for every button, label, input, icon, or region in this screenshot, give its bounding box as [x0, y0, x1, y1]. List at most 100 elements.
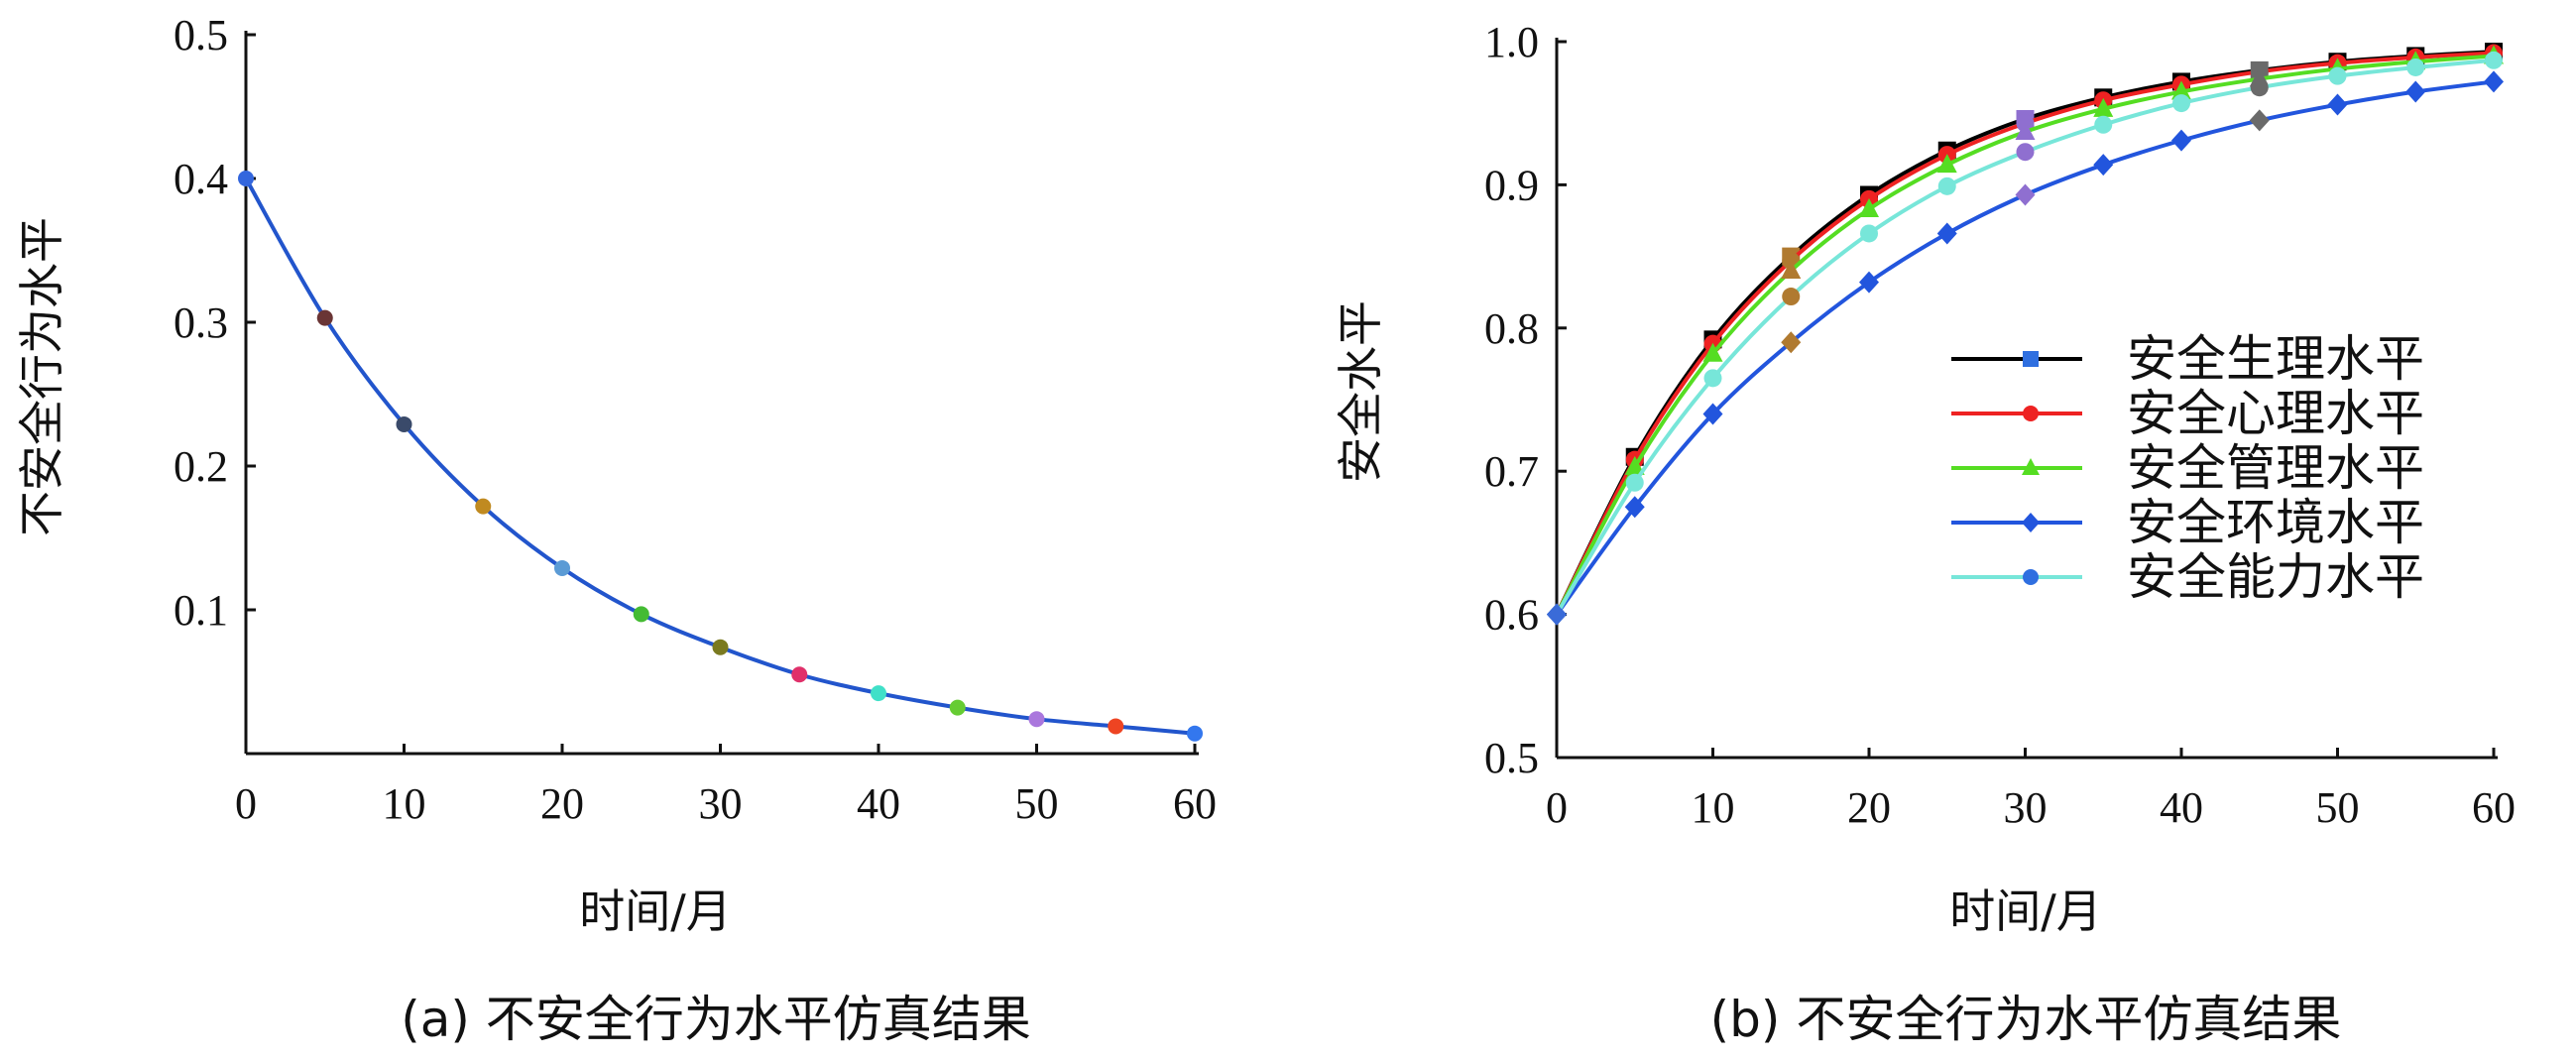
legend-swatch-marker: [2023, 569, 2039, 585]
a-x-tick-label: 60: [1173, 779, 1217, 828]
b-series-4-point: [2171, 129, 2191, 152]
a-x-tick-label: 20: [540, 779, 584, 828]
chart-b-caption: (b) 不安全行为水平仿真结果: [1710, 991, 2342, 1048]
legend-label: 安全生理水平: [2127, 330, 2424, 388]
a-series-1-point: [554, 559, 570, 576]
a-series-1-line: [244, 177, 1196, 736]
b-series-4-point: [2405, 80, 2426, 103]
a-y-tick-label: 0.1: [174, 586, 228, 635]
b-x-tick-label: 50: [2316, 783, 2360, 832]
legend-label: 安全心理水平: [2127, 385, 2424, 442]
a-series-1-point: [238, 171, 254, 186]
b-series-3-point: [1859, 197, 1879, 217]
chart-b-y-axis-title: 安全水平: [1334, 300, 1387, 483]
b-series-4-point: [1702, 403, 1723, 425]
legend-label: 安全能力水平: [2127, 548, 2424, 606]
a-series-1-point: [1108, 718, 1124, 735]
chart-a-ticks: 0 10 20 30 40 50 60 0.1 0.2 0.3 0.4 0.5: [174, 11, 1217, 828]
b-series-3-point: [2171, 80, 2191, 100]
a-series-1-point: [791, 666, 808, 683]
b-series-5-point: [2094, 115, 2113, 134]
b-series-5-point: [1625, 473, 1644, 492]
b-y-tick-label: 1.0: [1484, 18, 1539, 66]
a-series-1-point: [475, 498, 492, 515]
a-y-tick-label: 0.5: [174, 11, 228, 59]
chart-b: 0 10 20 30 40 50 600.50.60.70.80.91.0 安全生理水平安全…: [1334, 18, 2516, 1048]
chart-b-ticks: 0 10 20 30 40 50 60 0.5 0.6 0.7 0.8 0.9 1.0: [1484, 18, 2516, 832]
b-series-4-point: [1936, 222, 1957, 245]
b-series-2-line: [1555, 51, 2495, 616]
a-series-1-point: [949, 699, 966, 716]
b-x-tick-label: 60: [2472, 783, 2516, 832]
legend-label: 安全管理水平: [2127, 439, 2424, 497]
legend-swatch-marker: [2023, 406, 2039, 421]
a-x-tick-label: 40: [857, 779, 900, 828]
b-series-5-line: [1555, 58, 2495, 616]
b-series-3-point: [1702, 342, 1723, 362]
a-y-tick-label: 0.4: [174, 155, 228, 203]
b-series-5-point: [2485, 51, 2503, 69]
b-x-tick-label: 20: [1847, 783, 1891, 832]
b-series-4-point: [2249, 109, 2270, 132]
chart-a-x-axis-title: 时间/月: [579, 884, 732, 938]
b-series-5-point: [2016, 143, 2035, 162]
b-series-5-point: [2172, 94, 2190, 113]
b-series-5-point: [1547, 603, 1567, 626]
chart-b-x-axis-title: 时间/月: [1949, 884, 2102, 938]
legend-label: 安全环境水平: [2127, 494, 2424, 551]
a-series-1-point: [633, 606, 649, 623]
b-series-5-point: [2406, 58, 2425, 76]
b-y-tick-label: 0.8: [1484, 304, 1539, 353]
legend-swatch-marker: [2022, 513, 2040, 532]
a-x-tick-label: 30: [699, 779, 743, 828]
a-series-1-point: [1187, 725, 1203, 742]
b-series-4-point: [1781, 331, 1802, 354]
b-x-tick-label: 10: [1692, 783, 1735, 832]
b-series-5-point: [1937, 177, 1956, 195]
b-series-3-point: [1936, 154, 1957, 174]
a-x-tick-label: 10: [383, 779, 426, 828]
b-series-4-point: [1624, 496, 1645, 519]
chart-a-series: [238, 171, 1203, 742]
b-y-tick-label: 0.6: [1484, 591, 1539, 640]
b-series-5-point: [2328, 66, 2347, 85]
legend-swatch-marker: [2023, 351, 2039, 367]
b-series-4-point: [2327, 93, 2348, 116]
b-series-5-point: [2250, 78, 2269, 97]
a-series-1-point: [396, 415, 412, 432]
b-x-tick-label: 30: [2004, 783, 2048, 832]
b-series-5-point: [1860, 224, 1878, 243]
b-series-3-point: [2093, 97, 2114, 117]
a-series-1-point: [871, 685, 886, 702]
a-series-1-point: [712, 639, 729, 655]
b-series-3-point: [2015, 120, 2036, 140]
b-y-tick-label: 0.7: [1484, 447, 1539, 496]
b-y-tick-label: 0.5: [1484, 734, 1539, 782]
a-y-tick-label: 0.2: [174, 442, 228, 491]
b-y-tick-label: 0.9: [1484, 161, 1539, 209]
chart-b-series: [1547, 43, 2504, 626]
b-series-3-line: [1555, 54, 2495, 616]
b-x-tick-label: 40: [2160, 783, 2203, 832]
b-series-4-point: [2093, 154, 2114, 177]
chart-a-y-axis-title: 不安全行为水平: [15, 217, 68, 536]
b-series-4-point: [1859, 271, 1879, 294]
b-series-4-line: [1555, 79, 2495, 616]
b-series-4-point: [2484, 70, 2504, 93]
b-series-5-point: [1782, 288, 1801, 306]
chart-a-caption: (a) 不安全行为水平仿真结果: [401, 991, 1031, 1048]
b-series-5-point: [1703, 369, 1722, 388]
b-series-4-point: [2015, 183, 2036, 206]
a-x-tick-label: 50: [1015, 779, 1059, 828]
a-series-1-point: [1028, 711, 1045, 728]
b-x-tick-label: 0: [1546, 783, 1568, 832]
legend-swatch-marker: [2022, 458, 2040, 475]
a-y-tick-label: 0.3: [174, 298, 228, 347]
b-series-3-point: [1781, 260, 1802, 280]
chart-a: 0 10 20 30 40 50 60 0.1 0.2 0.3 0.4 0.5 不安全行为水平 时间/…: [15, 11, 1217, 1048]
b-series-3-point: [1624, 455, 1645, 475]
a-x-tick-label: 0: [235, 779, 257, 828]
a-series-1-point: [316, 309, 333, 326]
